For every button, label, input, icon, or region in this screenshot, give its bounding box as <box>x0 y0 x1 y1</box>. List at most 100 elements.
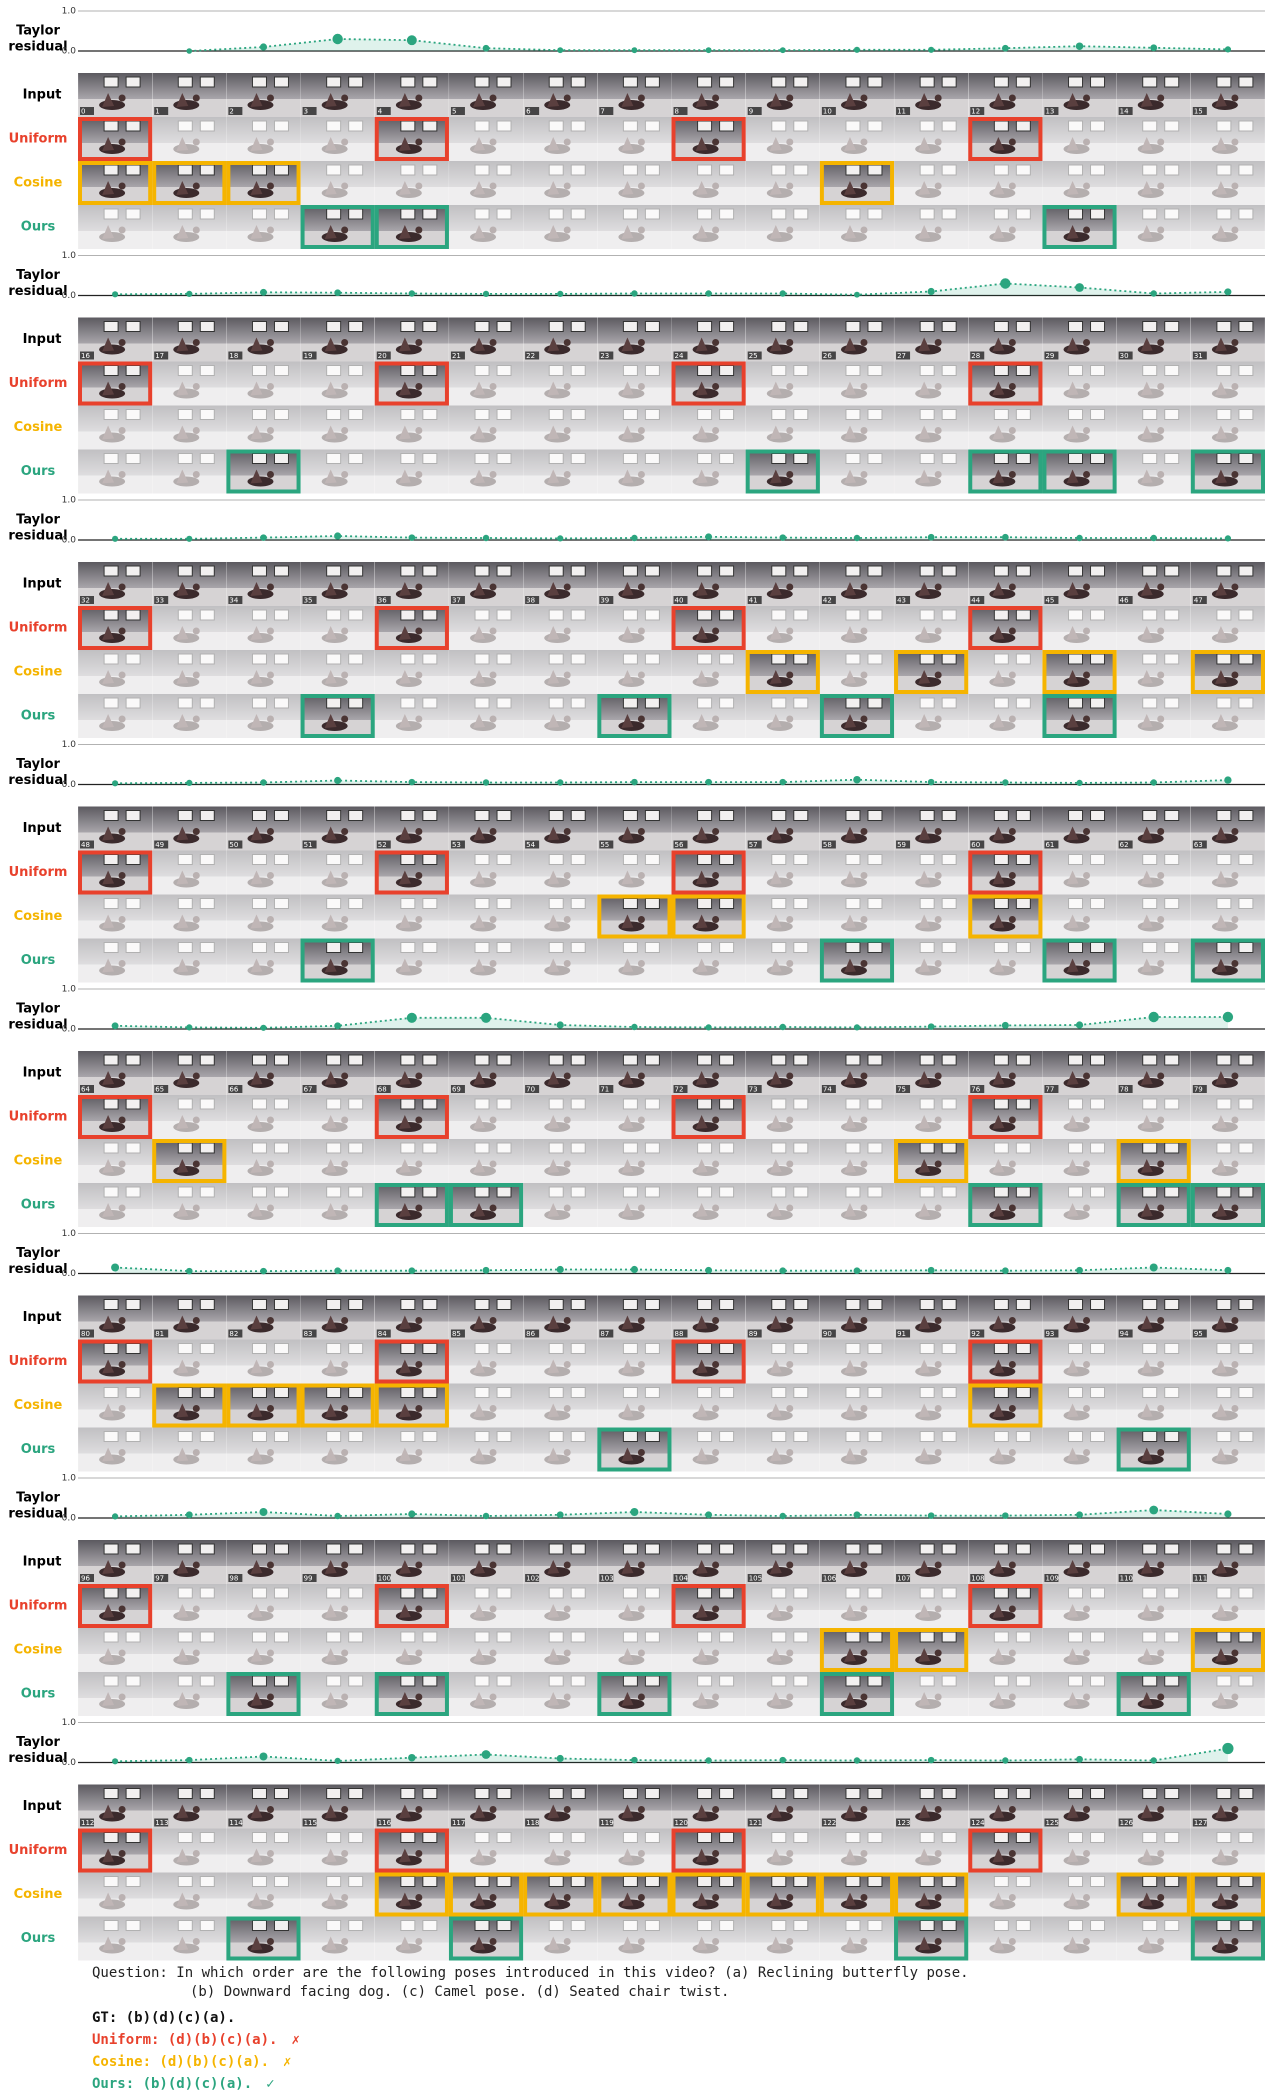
residual-point <box>112 291 119 298</box>
residual-point <box>928 46 935 53</box>
selection-box <box>968 894 1043 939</box>
thumbnail <box>448 1872 524 1917</box>
fade <box>523 449 598 494</box>
residual-point <box>630 1508 639 1516</box>
frame-number: 36 <box>378 597 387 605</box>
thumbnail <box>1190 449 1265 494</box>
fade <box>374 650 449 694</box>
fade <box>819 117 895 161</box>
residual-point <box>853 534 861 542</box>
frame-tag <box>821 1574 836 1582</box>
frame-tag <box>1192 1818 1207 1827</box>
frame-tag <box>302 351 317 360</box>
thumbnail <box>745 449 820 494</box>
frame-number: 89 <box>749 1330 758 1338</box>
frame-number: 101 <box>452 1575 465 1583</box>
fade <box>1190 1383 1265 1428</box>
selection-box <box>448 1183 524 1227</box>
residual-label: residual <box>8 1018 67 1033</box>
fade <box>152 1628 227 1672</box>
fade <box>78 449 153 494</box>
fade <box>968 650 1043 694</box>
selection-box <box>819 1672 895 1716</box>
frame-number: 22 <box>526 352 535 360</box>
fade <box>894 405 969 450</box>
residual-point <box>557 779 564 786</box>
frame-number: 41 <box>749 597 758 605</box>
fade <box>1116 606 1191 650</box>
selection-box <box>374 1584 449 1628</box>
residual-point <box>631 47 638 54</box>
fade <box>819 361 895 406</box>
frame-number: 86 <box>526 1330 535 1338</box>
fade <box>1116 405 1191 450</box>
frame-number: 123 <box>897 1819 910 1827</box>
selection-box <box>968 1383 1043 1428</box>
thumbnail <box>78 1339 153 1384</box>
frame-number: 56 <box>675 841 684 849</box>
frame-number: 87 <box>600 1330 609 1338</box>
fade <box>819 1339 895 1384</box>
fade <box>300 1427 375 1472</box>
residual-point <box>631 534 638 542</box>
selection-box <box>1116 1427 1191 1472</box>
row-label: Uniform <box>9 132 68 147</box>
residual-point <box>482 779 490 786</box>
fade <box>448 894 524 939</box>
row-label: Input <box>23 577 62 592</box>
frame-number: 83 <box>304 1330 313 1338</box>
selection-box <box>894 1916 969 1961</box>
frame-number: 98 <box>229 1575 238 1583</box>
residual-point <box>853 1267 861 1275</box>
residual-point <box>705 1511 713 1519</box>
fade <box>597 850 672 895</box>
residual-point <box>779 1023 786 1031</box>
fade <box>597 1916 672 1961</box>
residual-point <box>779 534 787 541</box>
fade <box>152 1183 227 1227</box>
frame-tag <box>1192 596 1207 604</box>
selection-box <box>78 606 153 650</box>
thumbnail <box>671 1095 746 1139</box>
fade <box>1116 161 1191 205</box>
frame-number: 60 <box>971 841 980 849</box>
frame-tag <box>1044 1329 1059 1338</box>
row-label: Input <box>23 1799 62 1814</box>
thumbnail <box>597 894 672 939</box>
frame-tag <box>896 840 911 849</box>
residual-point <box>334 289 342 297</box>
selection-box <box>1190 1916 1265 1961</box>
fade <box>523 1628 598 1672</box>
fade <box>894 161 969 205</box>
fade <box>894 1339 969 1384</box>
selection-box <box>1116 1872 1191 1917</box>
residual-point <box>557 535 564 542</box>
residual-point <box>480 1012 492 1023</box>
thumbnail <box>78 117 153 161</box>
fade <box>523 1828 598 1873</box>
frame-tag <box>1192 840 1207 849</box>
fade <box>894 117 969 161</box>
residual-point <box>186 779 193 787</box>
frame-tag <box>450 840 465 849</box>
residual-point <box>112 535 119 542</box>
fade <box>894 894 969 939</box>
residual-label: residual <box>8 40 67 55</box>
selection-box <box>226 161 301 205</box>
frame-tag <box>821 1085 836 1093</box>
thumbnail <box>597 1427 672 1472</box>
fade <box>448 694 524 738</box>
residual-point <box>1222 1011 1234 1023</box>
thumbnail <box>1042 938 1117 983</box>
fade <box>152 449 227 494</box>
selection-box <box>671 1095 746 1139</box>
frame-number: 26 <box>823 352 832 360</box>
residual-point <box>259 1508 268 1516</box>
residual-point <box>186 1267 193 1275</box>
row-label: Ours <box>21 464 56 479</box>
residual-point <box>556 1021 564 1029</box>
thumbnail <box>671 1872 746 1917</box>
frame-number: 23 <box>600 352 609 360</box>
frame-tag <box>599 1818 614 1827</box>
thumbnail <box>671 117 746 161</box>
